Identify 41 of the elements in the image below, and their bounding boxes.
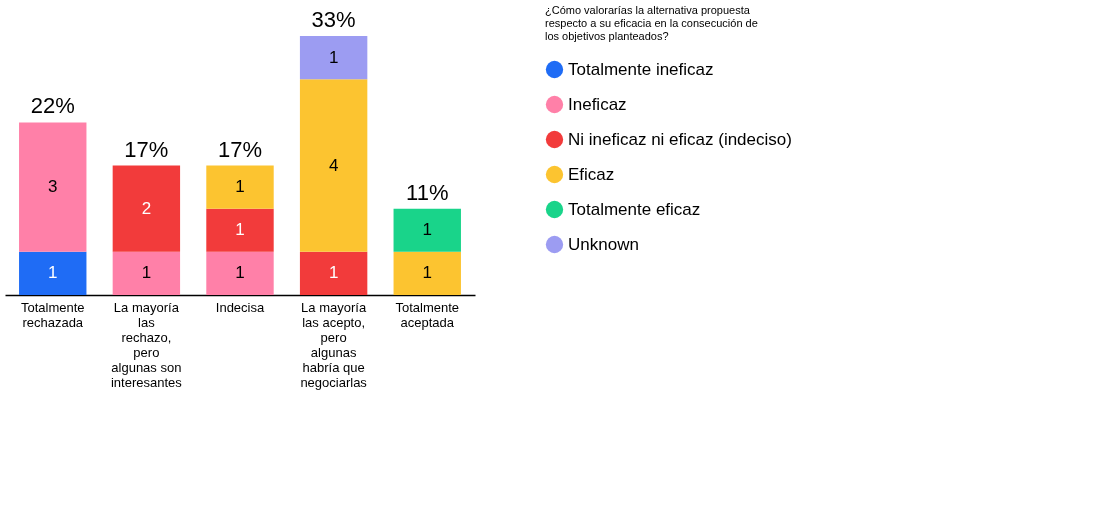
x-tick-label: La mayoría las acepto, pero algunas habría que negociarlas [300, 299, 368, 390]
legend-label: Eficaz [568, 164, 615, 184]
data-label: 1 [48, 263, 58, 283]
bar [299, 79, 368, 252]
data-label: 1 [328, 47, 339, 67]
data-label: 1 [235, 220, 245, 240]
annotation: 22% [30, 93, 75, 119]
bar [112, 251, 181, 295]
x-tick-label: Totalmente aceptada [395, 299, 460, 330]
bar [112, 165, 181, 252]
legend-label: Totalmente ineficaz [568, 59, 714, 79]
annotation: 17% [217, 136, 263, 162]
legend-label: Ineficaz [568, 94, 627, 114]
x-tick-label: Totalmente rechazada [20, 299, 85, 330]
data-label: 1 [422, 263, 432, 283]
bar [299, 251, 368, 295]
annotation: 11% [406, 179, 449, 205]
legend-title: ¿Cómo valorarías la alternativa propuesta respecto a su eficacia en la consecución de los objetivos planteados? [545, 4, 758, 42]
data-label: 1 [328, 263, 339, 283]
data-label: 3 [48, 177, 58, 197]
bar [206, 165, 274, 209]
x-tick-label: La mayoría las rechazo, pero algunas son interesantes [110, 299, 183, 390]
data-label: 1 [141, 263, 152, 283]
bar [299, 36, 368, 80]
legend-label: Totalmente eficaz [568, 199, 701, 219]
bar [393, 208, 461, 252]
data-label: 2 [141, 198, 152, 218]
bar [206, 251, 274, 295]
data-label: 4 [328, 155, 339, 175]
data-label: 1 [235, 177, 245, 197]
legend-label: Ni ineficaz ni eficaz (indeciso) [568, 129, 792, 149]
annotation: 17% [124, 136, 169, 162]
x-tick-label: Indecisa [215, 299, 265, 315]
annotation: 33% [311, 7, 356, 33]
bar [19, 251, 87, 295]
bar [393, 251, 461, 295]
data-label: 1 [422, 220, 432, 240]
bar [206, 208, 274, 252]
legend-label: Unknown [568, 234, 639, 254]
bar [19, 122, 87, 252]
data-label: 1 [235, 263, 245, 283]
